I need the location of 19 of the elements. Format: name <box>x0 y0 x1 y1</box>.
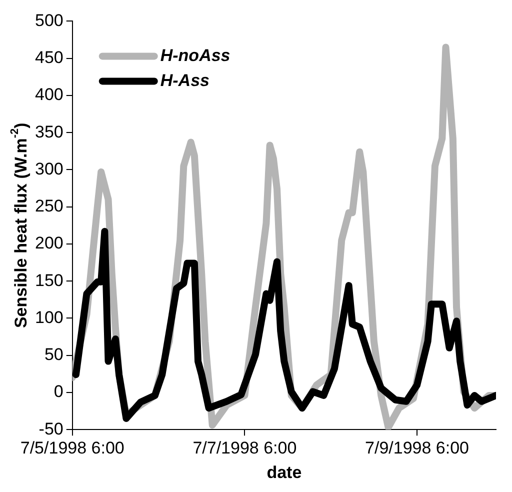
y-tick-label: 350 <box>34 122 64 142</box>
y-tick-label: 300 <box>34 159 64 178</box>
x-tick-label: 7/7/1998 6:00 <box>192 438 297 458</box>
y-tick-label: 50 <box>44 345 64 364</box>
y-tick-label: 250 <box>34 196 64 216</box>
y-tick-label: 100 <box>34 308 64 327</box>
y-tick-label: 200 <box>34 234 64 253</box>
legend-label: H-noAss <box>160 46 230 65</box>
y-tick-label: 400 <box>34 85 64 104</box>
y-tick-label: 500 <box>34 10 64 30</box>
y-tick-label: -50 <box>38 419 64 438</box>
x-tick-label: 7/9/1998 6:00 <box>365 438 470 458</box>
x-axis-title: date <box>266 463 302 482</box>
x-tick-label: 7/5/1998 6:00 <box>20 438 124 458</box>
y-axis-title: Sensible heat flux (W.m-2) <box>9 122 31 328</box>
legend-label: H-Ass <box>160 70 210 90</box>
y-tick-label: 450 <box>34 48 64 68</box>
y-tick-label: 0 <box>54 382 64 402</box>
y-tick-label: 150 <box>34 270 64 290</box>
